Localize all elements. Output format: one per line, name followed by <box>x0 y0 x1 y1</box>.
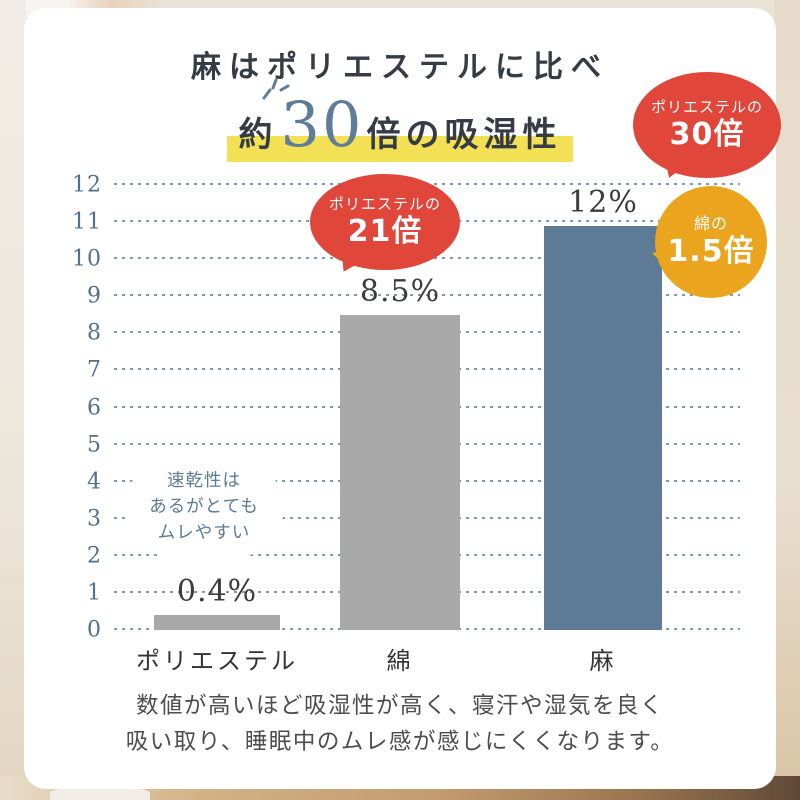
bubble-big-text: 1.5倍 <box>667 234 755 270</box>
bar-chart: 0 1 2 3 4 5 6 7 8 9 10 11 12 0.4% ポリエステル 8.5% 綿 12% … <box>24 173 776 675</box>
bar-value-label: 0.4% <box>176 574 258 610</box>
y-tick-label: 11 <box>72 209 102 235</box>
footer-description: 数値が高いほど吸湿性が高く、寝汗や湿気を良く 吸い取り、睡眠中のムレ感が感じにく… <box>24 688 776 760</box>
y-tick-label: 7 <box>87 357 102 383</box>
bubble-big-text: 21倍 <box>347 213 423 249</box>
gridline <box>114 294 740 297</box>
y-tick-label: 2 <box>87 543 102 569</box>
y-tick-label: 6 <box>87 395 102 420</box>
y-tick-label: 3 <box>87 506 102 532</box>
bar-category-label: 綿 <box>386 647 414 675</box>
y-tick-label: 4 <box>87 469 102 495</box>
y-tick-label: 5 <box>87 432 102 458</box>
headline-suffix: 倍の吸湿性 <box>366 115 562 155</box>
bar-polyester <box>154 615 280 630</box>
speech-bubble-polyester-note: 速乾性は あるがとても ムレやすい <box>124 448 284 566</box>
bubble-small-text: ポリエステルの <box>328 195 441 213</box>
background-photo-edge-left <box>0 0 26 800</box>
bar-value-label: 12% <box>568 185 638 220</box>
speech-bubble-linen-vs-cotton: 綿の 1.5倍 <box>655 186 767 298</box>
headline-line1: 麻はポリエステルに比べ <box>191 50 609 85</box>
note-line: 速乾性は <box>167 470 241 491</box>
headline-highlight: 約30倍の吸湿性 <box>226 78 574 162</box>
bubble-small-text: 綿の <box>693 214 728 234</box>
bar-group: 0.4% ポリエステル <box>136 185 295 675</box>
headline-number: 30 <box>280 88 364 161</box>
bar-category-label: 麻 <box>589 647 617 675</box>
note-line: あるがとても <box>149 496 259 517</box>
y-tick-label: 0 <box>87 617 102 643</box>
y-axis: 0 1 2 3 4 5 6 7 8 9 10 11 12 <box>24 173 102 643</box>
bar-group: 12% 麻 <box>544 185 662 675</box>
footer-line1: 数値が高いほど吸湿性が高く、寝汗や湿気を良く <box>135 693 664 719</box>
plot-area: 0.4% ポリエステル 8.5% 綿 12% 麻 <box>114 183 740 675</box>
bar-linen <box>544 226 662 630</box>
bubble-big-text: 30倍 <box>669 116 745 152</box>
footer-line2: 吸い取り、睡眠中のムレ感が感じにくくなります。 <box>125 729 675 755</box>
headline-prefix: 約 <box>238 115 278 155</box>
background-photo-table-edge <box>50 786 150 800</box>
speech-bubble-linen-vs-polyester: ポリエステルの 30倍 <box>633 72 781 178</box>
infographic-card: 麻はポリエステルに比べ 約30倍の吸湿性 0 1 2 3 4 5 6 7 8 9 10 11 12 <box>24 8 781 789</box>
bar-cotton <box>340 314 460 630</box>
note-line: ムレやすい <box>157 523 251 544</box>
bar-category-label: ポリエステル <box>136 647 298 675</box>
y-tick-label: 12 <box>72 172 102 198</box>
bar-value-label: 8.5% <box>359 273 441 309</box>
bubble-small-text: ポリエステルの <box>650 98 763 116</box>
bar-group: 8.5% 綿 <box>340 185 460 675</box>
headline-line2: 約30倍の吸湿性 <box>24 78 776 162</box>
y-tick-label: 10 <box>72 246 102 272</box>
y-tick-label: 1 <box>87 580 102 606</box>
y-tick-label: 8 <box>87 320 102 346</box>
sparkle-icon <box>261 76 291 105</box>
y-tick-label: 9 <box>87 283 102 309</box>
speech-bubble-cotton-multiplier: ポリエステルの 21倍 <box>310 174 460 270</box>
